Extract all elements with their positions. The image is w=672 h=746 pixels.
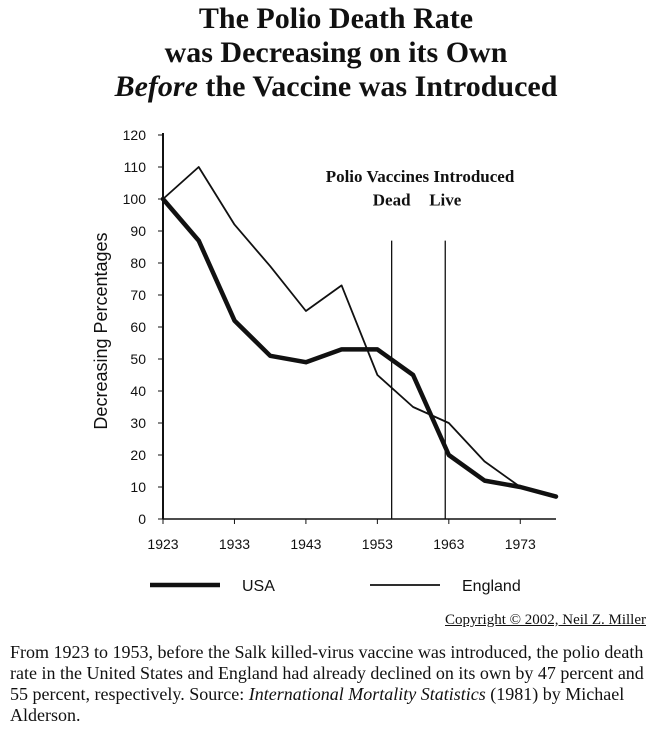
x-tick-label: 1933	[219, 536, 250, 552]
y-axis-label: Decreasing Percentages	[91, 232, 111, 429]
y-tick-label: 80	[130, 255, 146, 271]
caption-text: From 1923 to 1953, before the Salk kille…	[10, 642, 644, 704]
y-tick-label: 70	[130, 287, 146, 303]
y-tick-label: 110	[124, 159, 147, 175]
y-tick-label: 90	[130, 223, 146, 239]
y-tick-label: 10	[130, 479, 146, 495]
vaccine-marker-label: Dead	[373, 190, 411, 209]
legend-label-england: England	[462, 578, 521, 595]
x-tick-label: 1963	[433, 536, 464, 552]
vaccine-annotation-heading: Polio Vaccines Introduced	[326, 167, 515, 186]
series-line-england	[162, 166, 557, 498]
legend-label-usa: USA	[242, 578, 275, 595]
chart-title-line-2: was Decreasing on its Own	[164, 36, 508, 69]
chart-title-line-1: The Polio Death Rate	[198, 2, 474, 35]
polio-death-rate-chart: 0 10 20 30 40 50 60 70 80 90 100 110 120 1923 1933 1943…	[91, 127, 559, 595]
y-tick-label: 50	[130, 351, 146, 367]
y-tick-label: 40	[130, 383, 146, 399]
title-line-3-rest: the Vaccine was Introduced	[197, 70, 558, 103]
y-tick-label: 100	[123, 191, 147, 207]
vaccine-marker-label: Live	[429, 190, 462, 209]
chart-caption: From 1923 to 1953, before the Salk kille…	[10, 642, 660, 726]
y-tick-label: 60	[130, 319, 146, 335]
chart-title-line-3: Before the Vaccine was Introduced	[0, 70, 672, 104]
y-tick-label: 120	[123, 127, 147, 143]
x-tick-label: 1973	[505, 536, 536, 552]
y-tick-label: 0	[138, 511, 146, 527]
series-line-usa	[160, 196, 559, 499]
x-tick-label: 1943	[290, 536, 321, 552]
x-tick-label: 1923	[147, 536, 178, 552]
x-tick-label: 1953	[362, 536, 393, 552]
caption-text-end: (1981) by Michael Alderson.	[10, 684, 625, 725]
copyright-notice: Copyright © 2002, Neil Z. Miller	[445, 612, 646, 628]
title-emphasis-word: Before	[114, 70, 198, 103]
caption-source-title: International Mortality Statistics	[248, 684, 486, 704]
y-tick-label: 30	[130, 415, 146, 431]
y-tick-label: 20	[130, 447, 146, 463]
